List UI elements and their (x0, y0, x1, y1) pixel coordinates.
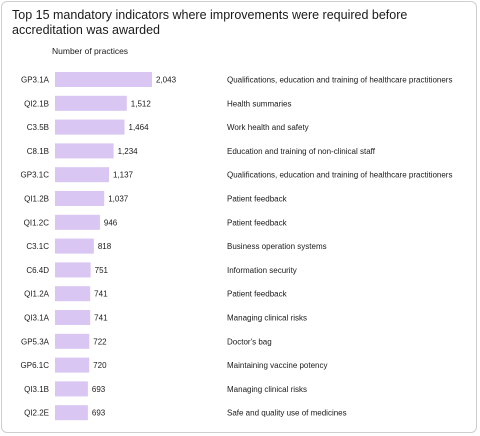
data-label: 1,464 (129, 123, 150, 132)
indicator-description: Qualifications, education and training o… (227, 171, 452, 180)
category-label: C6.4D (26, 266, 49, 275)
category-label: C3.5B (27, 123, 49, 132)
data-label: 693 (92, 409, 106, 418)
category-label: GP3.1A (21, 76, 50, 85)
data-label: 818 (98, 242, 112, 251)
bar (55, 405, 88, 421)
data-label: 741 (94, 314, 108, 323)
bar (55, 167, 109, 183)
category-label: C8.1B (27, 147, 49, 156)
indicator-description: Managing clinical risks (227, 314, 307, 323)
bar (55, 214, 100, 230)
bar (55, 95, 127, 111)
bar (55, 238, 94, 254)
data-label: 946 (104, 218, 118, 227)
category-label: QI1.2B (24, 195, 49, 204)
data-label: 720 (93, 361, 107, 370)
indicator-description: Doctor's bag (227, 337, 272, 346)
bar (55, 286, 91, 302)
axis-label: Number of practices (52, 46, 129, 56)
bar (55, 333, 90, 349)
indicator-description: Business operation systems (227, 242, 327, 251)
category-label: C3.1C (26, 242, 49, 251)
indicator-description: Safe and quality use of medicines (227, 409, 347, 418)
indicator-description: Education and training of non-clinical s… (227, 147, 376, 156)
indicator-description: Work health and safety (227, 123, 309, 132)
category-label: QI3.1B (24, 385, 49, 394)
chart-title: Top 15 mandatory indicators where improv… (12, 8, 408, 37)
data-label: 1,512 (131, 99, 152, 108)
bar (55, 191, 105, 206)
indicator-description: Patient feedback (227, 218, 288, 227)
category-label: QI3.1A (24, 314, 50, 323)
bar (55, 143, 114, 159)
data-label: 2,043 (156, 76, 177, 85)
indicator-description: Information security (227, 266, 297, 275)
data-label: 751 (95, 266, 109, 275)
data-label: 1,234 (118, 147, 139, 156)
indicator-description: Patient feedback (227, 290, 288, 299)
category-label: QI2.2E (24, 409, 49, 418)
bar (55, 119, 125, 135)
bar (55, 357, 90, 373)
bar (55, 262, 91, 278)
indicator-description: Qualifications, education and training o… (227, 76, 452, 85)
data-label: 722 (93, 337, 107, 346)
bar (55, 72, 152, 87)
indicator-description: Patient feedback (227, 195, 288, 204)
data-label: 693 (92, 385, 106, 394)
category-label: GP3.1C (21, 171, 50, 180)
indicator-description: Managing clinical risks (227, 385, 307, 394)
category-label: GP5.3A (21, 337, 50, 346)
category-label: QI1.2A (24, 290, 50, 299)
category-label: QI2.1B (24, 99, 49, 108)
data-label: 1,037 (108, 195, 129, 204)
category-label: QI1.2C (24, 218, 50, 227)
indicator-description: Health summaries (227, 99, 291, 108)
data-label: 1,137 (113, 171, 134, 180)
category-label: GP6.1C (21, 361, 50, 370)
data-label: 741 (94, 290, 108, 299)
bar (55, 310, 91, 325)
bar (55, 381, 88, 397)
indicator-description: Maintaining vaccine potency (227, 361, 328, 370)
